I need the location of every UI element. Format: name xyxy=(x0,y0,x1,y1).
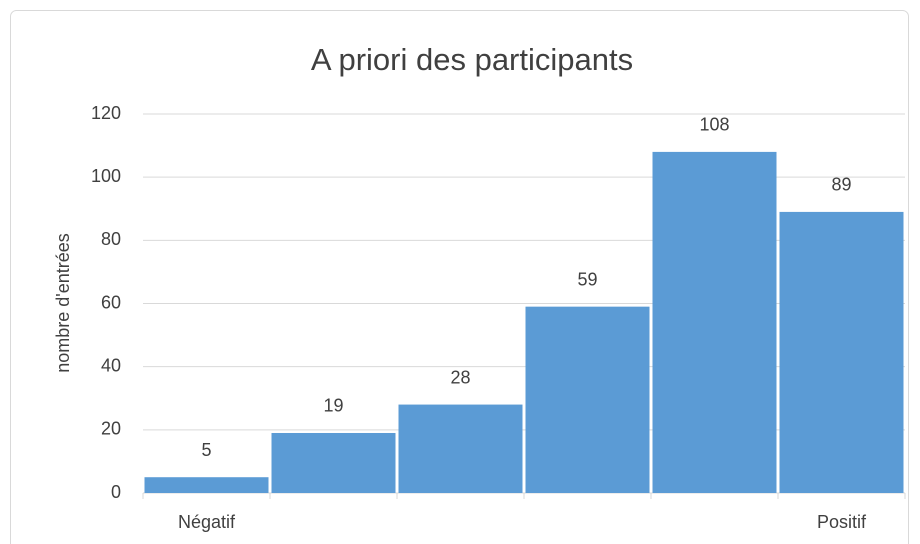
bar xyxy=(398,404,523,493)
y-tick-label: 20 xyxy=(101,419,121,439)
chart-title: A priori des participants xyxy=(311,42,633,77)
y-tick-label: 100 xyxy=(91,166,121,186)
bar xyxy=(525,306,650,493)
data-label: 5 xyxy=(201,440,211,460)
data-label: 19 xyxy=(323,396,343,416)
bar xyxy=(144,477,269,493)
y-tick-label: 60 xyxy=(101,292,121,312)
data-label: 89 xyxy=(831,175,851,195)
bar xyxy=(779,211,904,494)
data-label: 108 xyxy=(699,115,729,135)
data-label: 59 xyxy=(577,269,597,289)
bar xyxy=(652,151,777,493)
y-tick-label: 40 xyxy=(101,355,121,375)
y-axis-label: nombre d'entrées xyxy=(53,233,73,373)
y-tick-label: 80 xyxy=(101,229,121,249)
x-tick-label: Négatif xyxy=(178,512,236,532)
y-tick-label: 0 xyxy=(111,482,121,502)
y-tick-label: 120 xyxy=(91,103,121,123)
bar xyxy=(271,432,396,493)
x-tick-label: Positif xyxy=(817,512,867,532)
data-label: 28 xyxy=(450,367,470,387)
